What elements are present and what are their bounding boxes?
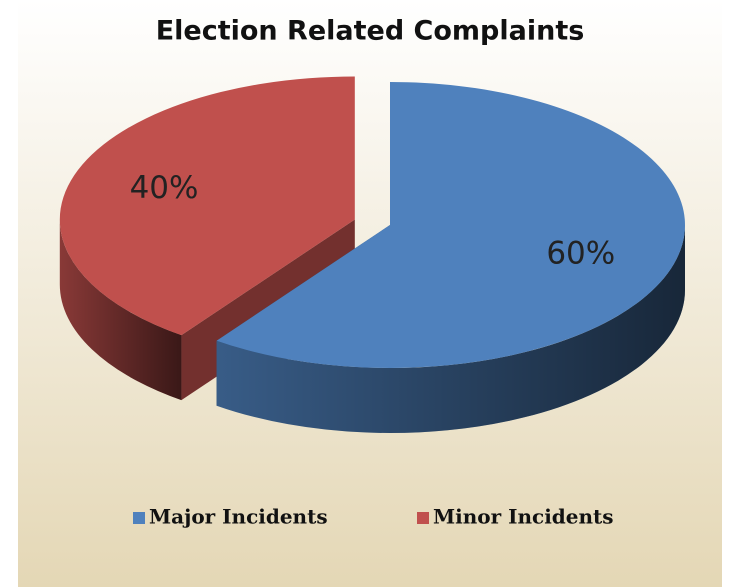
legend-swatch xyxy=(133,512,145,524)
slice-wall-shade xyxy=(216,225,686,433)
slice xyxy=(216,82,686,368)
slice-wall-shade xyxy=(59,219,182,401)
legend-label: Minor Incidents xyxy=(433,505,614,529)
data-label: 60% xyxy=(546,236,615,272)
legend-label: Major Incidents xyxy=(149,505,328,529)
data-label: 40% xyxy=(130,170,199,206)
chart-title: Election Related Complaints xyxy=(156,16,585,47)
legend-swatch xyxy=(417,512,429,524)
slice xyxy=(59,76,355,336)
